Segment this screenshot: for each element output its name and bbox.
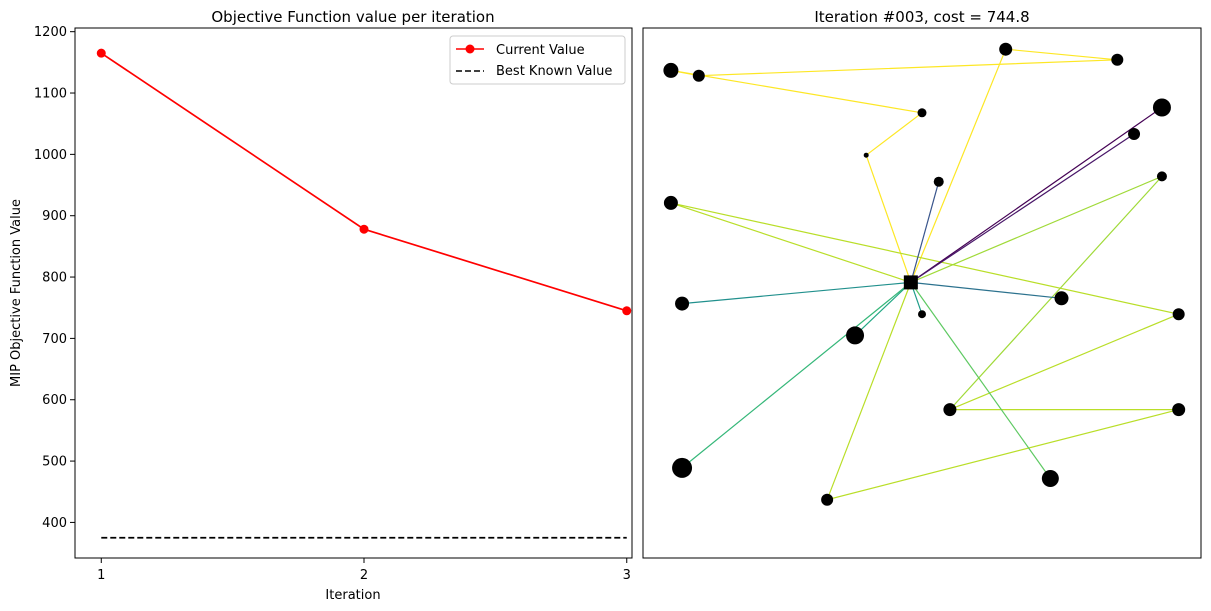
customer-node (863, 152, 869, 158)
customer-node (1111, 53, 1124, 66)
legend: Current Value Best Known Value (449, 35, 626, 85)
customer-node (1128, 128, 1141, 140)
x-tick-label: 3 (623, 568, 631, 583)
customer-node (917, 108, 927, 118)
customer-node (1172, 403, 1186, 417)
route-line-9 (910, 281, 1062, 299)
customer-node (1041, 470, 1059, 487)
route-line-14 (910, 282, 1051, 479)
y-tick-label: 1000 (34, 148, 67, 163)
route-line-7 (910, 133, 1135, 283)
y-axis-label: MIP Objective Function Value (9, 199, 24, 387)
y-tick-label: 500 (42, 455, 67, 470)
depot-node (903, 275, 918, 290)
route-chart-title: Iteration #003, cost = 744.8 (814, 8, 1029, 26)
objective-axes: 400 500 600 700 800 900 1000 1100 1200 1 2 3 (34, 25, 631, 583)
route-plot-frame (642, 27, 1202, 559)
customer-node (663, 62, 679, 78)
legend-box (449, 35, 626, 85)
x-tick-label: 1 (97, 568, 105, 583)
objective-chart: Objective Function value per iteration 4… (9, 8, 633, 603)
route-line-8 (910, 181, 940, 283)
y-tick-label: 900 (42, 209, 67, 224)
customer-node (1156, 171, 1167, 182)
y-tick-label: 400 (42, 516, 67, 531)
customer-node (672, 457, 693, 478)
legend-current-label: Current Value (496, 43, 585, 58)
y-tick-label: 1100 (34, 87, 67, 102)
route-line-2 (670, 48, 1118, 114)
route-chart: Iteration #003, cost = 744.8 (642, 8, 1202, 559)
legend-current-marker (465, 44, 475, 54)
route-nodes (663, 42, 1186, 506)
customer-node (1054, 291, 1069, 306)
route-line-12 (854, 281, 912, 336)
series-line-0 (100, 52, 627, 312)
customer-node (692, 69, 705, 82)
objective-plot-frame (74, 27, 633, 559)
y-tick-label: 1200 (34, 25, 67, 40)
x-axis-label: Iteration (325, 588, 380, 603)
y-tick-label: 800 (42, 271, 67, 286)
y-tick-label: 700 (42, 332, 67, 347)
route-line-1 (865, 155, 912, 283)
series-point (359, 224, 369, 234)
customer-node (1152, 98, 1171, 117)
y-tick-label: 600 (42, 393, 67, 408)
customer-node (933, 176, 944, 187)
series-point (96, 48, 106, 58)
customer-node (1172, 308, 1185, 321)
route-line-6 (910, 107, 1163, 283)
customer-node (918, 310, 926, 319)
route-line-3 (910, 48, 1007, 283)
objective-plot-area (96, 48, 632, 539)
customer-node (999, 42, 1013, 56)
customer-node (846, 326, 865, 345)
route-line-10 (682, 281, 911, 305)
customer-node (675, 296, 690, 311)
route-line-0 (865, 112, 923, 156)
objective-chart-title: Objective Function value per iteration (211, 8, 494, 26)
customer-node (943, 403, 957, 417)
customer-node (821, 493, 834, 506)
series-point (622, 306, 632, 316)
route-line-13 (681, 281, 912, 469)
route-line-5 (910, 175, 1163, 411)
x-tick-label: 2 (360, 568, 368, 583)
legend-best-label: Best Known Value (496, 64, 612, 79)
route-lines (670, 48, 1181, 501)
customer-node (663, 195, 678, 210)
